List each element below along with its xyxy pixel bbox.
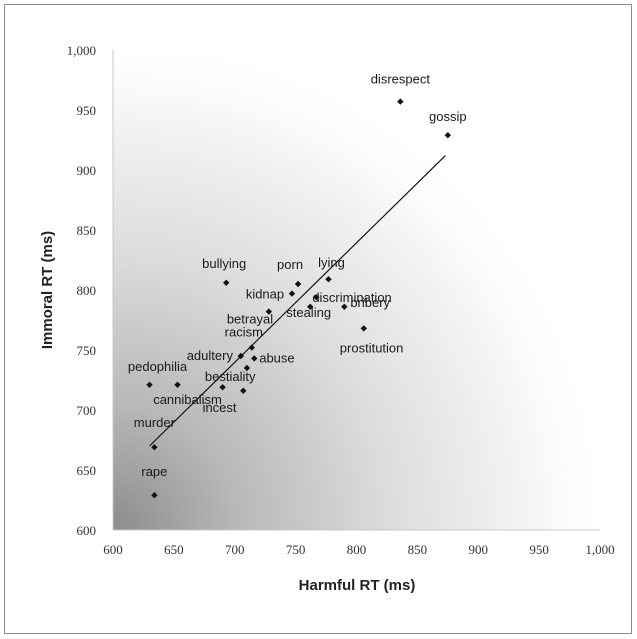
y-tick-label: 700 [77,403,97,418]
point-label: porn [277,257,303,272]
x-axis-title: Harmful RT (ms) [299,577,416,594]
point-labels: disrespect gossip bullying porn lying kidnap d… [128,72,467,480]
y-tick-label: 650 [77,463,97,478]
x-tick-label: 700 [225,542,245,557]
y-tick-label: 600 [77,523,97,538]
y-tick-label: 850 [77,223,97,238]
x-tick-label: 850 [408,542,428,557]
scatter-point [397,98,404,105]
data-points [146,98,452,499]
point-label: betrayal [227,312,273,327]
y-tick-label: 1,000 [67,43,96,58]
scatter-point [444,132,452,139]
scatter-point [146,381,153,388]
scatter-point [265,308,273,315]
point-label: prostitution [340,340,404,355]
point-label: rape [141,464,167,479]
point-label: bribery [350,295,390,310]
scatter-point [294,280,302,288]
point-label: bestiality [205,369,256,384]
y-tick-label: 950 [77,103,97,118]
scatter-point [151,444,158,451]
x-tick-label: 650 [164,542,184,557]
scatter-point [243,364,251,372]
scatter-point [223,279,230,286]
scatter-point [248,344,255,351]
point-label: stealing [286,305,331,320]
scatter-point [325,276,332,283]
point-label: racism [225,325,263,340]
scatter-point [360,325,368,332]
point-label: kidnap [246,287,284,302]
point-label: bullying [202,256,246,271]
point-label: abuse [259,350,294,365]
x-tick-label: 900 [469,542,489,557]
point-label: disrespect [371,72,431,87]
plot-background [113,50,600,530]
scatter-point [237,352,245,360]
y-tick-label: 750 [77,343,97,358]
scatter-point [219,384,226,391]
point-label: adultery [187,348,234,363]
scatter-point [313,294,320,301]
point-label: lying [318,255,345,270]
point-label: cannibalism [153,392,222,407]
scatter-point [251,355,258,362]
scatter-point [288,290,296,297]
scatter-point [151,492,158,499]
x-tick-label: 800 [347,542,367,557]
x-tick-label: 1,000 [585,542,614,557]
point-label: gossip [429,109,467,124]
x-tick-label: 950 [529,542,549,557]
x-tick-label: 750 [286,542,306,557]
scatter-point [240,387,247,394]
y-tick-labels: 600 650 700 750 800 850 900 950 1,000 [67,43,96,538]
point-label: incest [203,400,237,415]
point-label: discrimination [312,290,391,305]
x-tick-label: 600 [103,542,123,557]
y-tick-label: 900 [77,163,97,178]
scatter-point [174,381,181,388]
y-tick-label: 800 [77,283,97,298]
scatter-point [341,303,348,310]
x-tick-labels: 600 650 700 750 800 850 900 950 1,000 [103,542,614,557]
scatter-point [307,303,314,310]
point-label: pedophilia [128,359,188,374]
y-axis-title: Immoral RT (ms) [39,231,56,349]
trend-line [149,155,446,447]
point-label: murder [134,415,176,430]
